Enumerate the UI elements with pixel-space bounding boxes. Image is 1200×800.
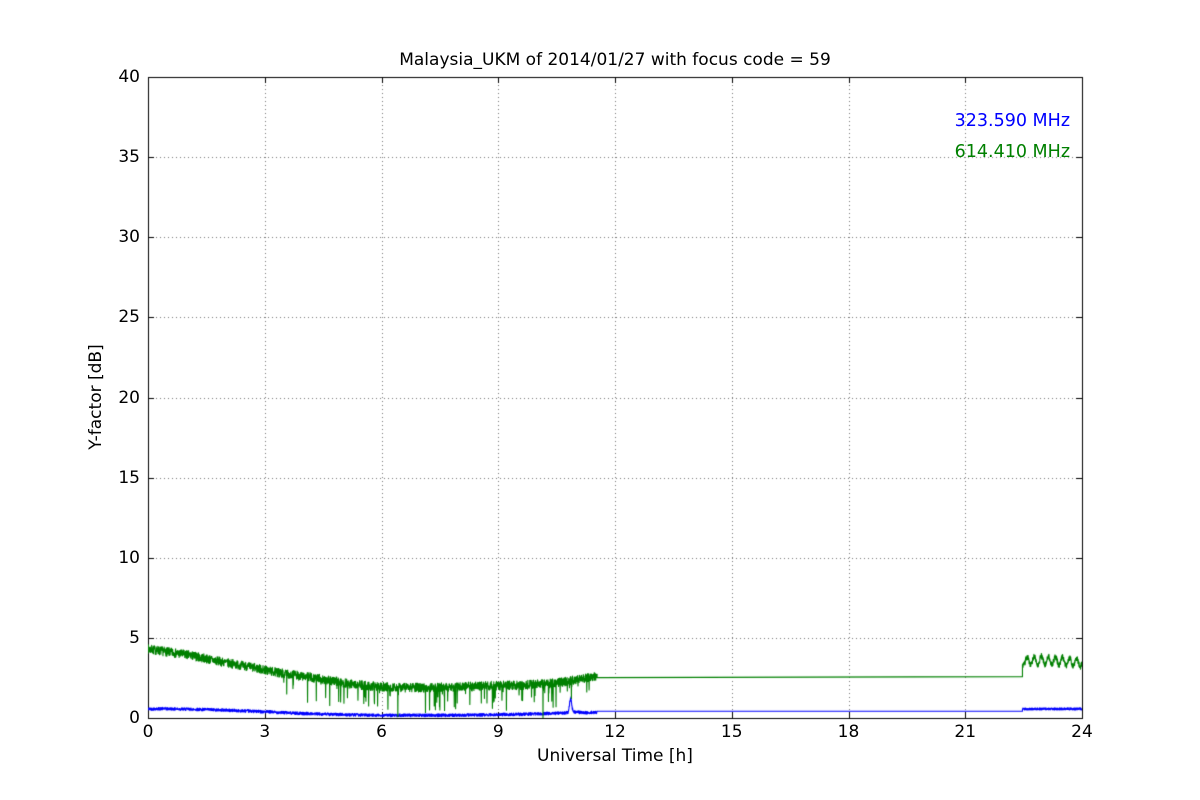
y-tick-label: 20 [118,387,140,408]
x-tick-label: 6 [376,722,387,742]
x-tick-label: 12 [604,722,626,742]
x-tick-label: 15 [720,722,743,742]
x-tick-label: 24 [1071,722,1093,742]
legend-entry: 614.410 MHz [954,142,1070,162]
y-tick-label: 30 [118,227,140,248]
y-tick-label: 40 [118,67,140,87]
y-tick-label: 0 [129,708,140,728]
x-tick-label: 18 [837,722,860,742]
x-tick-label: 21 [954,722,977,742]
y-tick-label: 35 [118,147,140,168]
y-tick-label: 5 [129,627,140,648]
y-tick-label: 25 [118,307,140,328]
legend: 323.590 MHz 614.410 MHz [955,106,1070,168]
y-tick-label: 15 [118,467,140,488]
x-tick-label: 9 [492,722,504,742]
x-tick-label: 3 [259,722,271,742]
x-axis-label: Universal Time [h] [537,746,693,766]
y-tick-label: 10 [118,547,140,568]
legend-entry: 323.590 MHz [954,111,1070,131]
chart-title: Malaysia_UKM of 2014/01/27 with focus co… [399,50,831,70]
x-tick-label: 0 [142,722,154,742]
